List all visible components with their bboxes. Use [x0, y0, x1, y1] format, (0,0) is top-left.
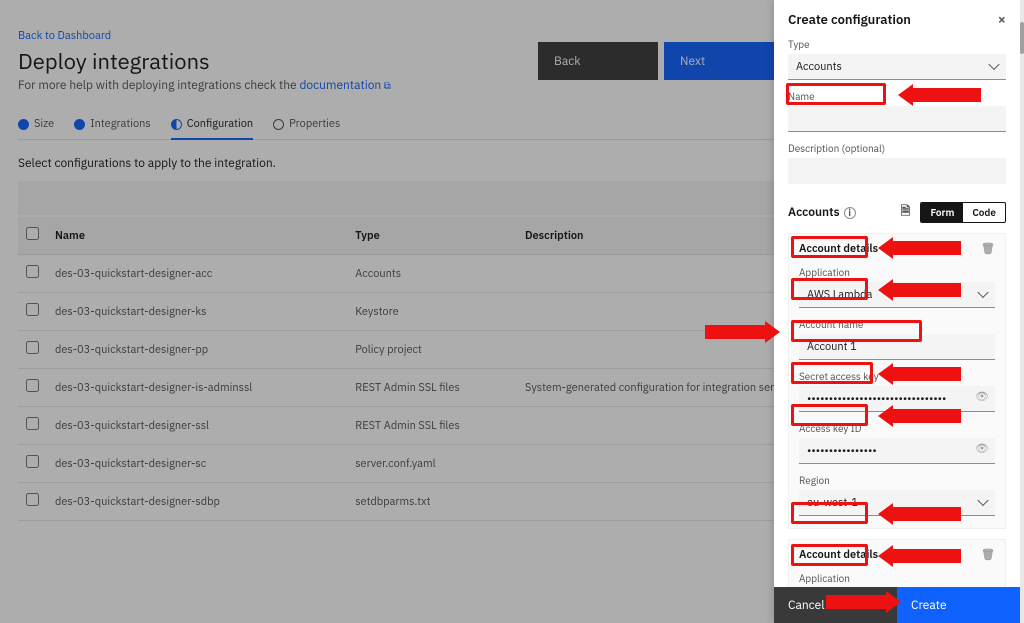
accounts-header: Accounts [788, 205, 840, 220]
close-icon[interactable]: × [998, 10, 1006, 28]
delete-icon[interactable]: 🗑 [981, 242, 995, 256]
name-input[interactable] [788, 106, 1006, 132]
search-input[interactable] [18, 181, 835, 215]
cell-type: Accounts [347, 255, 517, 293]
cell-name: des-03-quickstart-designer-sdbp [47, 483, 347, 521]
arrow [878, 545, 961, 567]
account-details-label: Account details [799, 242, 878, 256]
back-to-dashboard-link[interactable]: Back to Dashboard [18, 29, 111, 43]
arrow [705, 321, 780, 343]
col-type: Type [347, 217, 517, 255]
cell-type: server.conf.yaml [347, 445, 517, 483]
arrow [878, 363, 961, 385]
document-icon[interactable]: 🗎 [901, 202, 911, 223]
description-input[interactable] [788, 158, 1006, 184]
arrow [878, 503, 961, 525]
type-select[interactable] [788, 54, 1006, 80]
cell-name: des-03-quickstart-designer-ks [47, 293, 347, 331]
row-checkbox[interactable] [26, 379, 39, 392]
cell-name: des-03-quickstart-designer-ssl [47, 407, 347, 445]
account-details-label-2: Account details [799, 548, 878, 562]
panel-title: Create configuration [788, 11, 911, 28]
eye-icon[interactable]: 👁 [975, 442, 989, 456]
row-checkbox[interactable] [26, 493, 39, 506]
step-size[interactable]: Size [18, 109, 54, 139]
step-integrations[interactable]: Integrations [74, 109, 151, 139]
create-configuration-panel: Create configuration × Type Name Descrip… [774, 0, 1020, 623]
cell-type: setdbparms.txt [347, 483, 517, 521]
row-checkbox[interactable] [26, 455, 39, 468]
type-label: Type [788, 38, 1006, 51]
subtitle-text: For more help with deploying integration… [18, 78, 299, 93]
access-key-id-input[interactable] [799, 438, 995, 464]
arrow [898, 84, 981, 106]
cell-name: des-03-quickstart-designer-sc [47, 445, 347, 483]
delete-icon[interactable]: 🗑 [981, 548, 995, 562]
cell-type: Policy project [347, 331, 517, 369]
cell-type: Keystore [347, 293, 517, 331]
region-label: Region [799, 474, 995, 487]
cell-type: REST Admin SSL files [347, 369, 517, 407]
arrow [878, 279, 961, 301]
arrow [878, 405, 961, 427]
cell-name: des-03-quickstart-designer-acc [47, 255, 347, 293]
description-label: Description (optional) [788, 142, 1006, 155]
row-checkbox[interactable] [26, 417, 39, 430]
row-checkbox[interactable] [26, 265, 39, 278]
account-name-label: Account name [799, 318, 995, 331]
back-button[interactable]: Back [538, 42, 658, 80]
cell-type: REST Admin SSL files [347, 407, 517, 445]
eye-icon[interactable]: 👁 [975, 390, 989, 404]
application-label-2: Application [799, 572, 995, 585]
create-button[interactable]: Create [897, 587, 1020, 623]
step-configuration[interactable]: Configuration [171, 109, 253, 139]
cell-name: des-03-quickstart-designer-pp [47, 331, 347, 369]
account-name-input-1[interactable] [799, 334, 995, 360]
col-name: Name [47, 217, 347, 255]
documentation-link[interactable]: documentation ⧉ [299, 78, 390, 93]
scrollbar[interactable] [1020, 0, 1024, 623]
cell-name: des-03-quickstart-designer-is-adminssl [47, 369, 347, 407]
arrow [878, 237, 961, 259]
select-all-checkbox[interactable] [26, 227, 39, 240]
info-icon[interactable]: i [844, 207, 856, 219]
row-checkbox[interactable] [26, 341, 39, 354]
form-code-toggle[interactable]: Form Code [920, 202, 1006, 223]
row-checkbox[interactable] [26, 303, 39, 316]
arrow [826, 591, 901, 613]
step-properties[interactable]: Properties [273, 109, 340, 139]
next-button[interactable]: Next [664, 42, 784, 80]
application-label: Application [799, 266, 995, 279]
